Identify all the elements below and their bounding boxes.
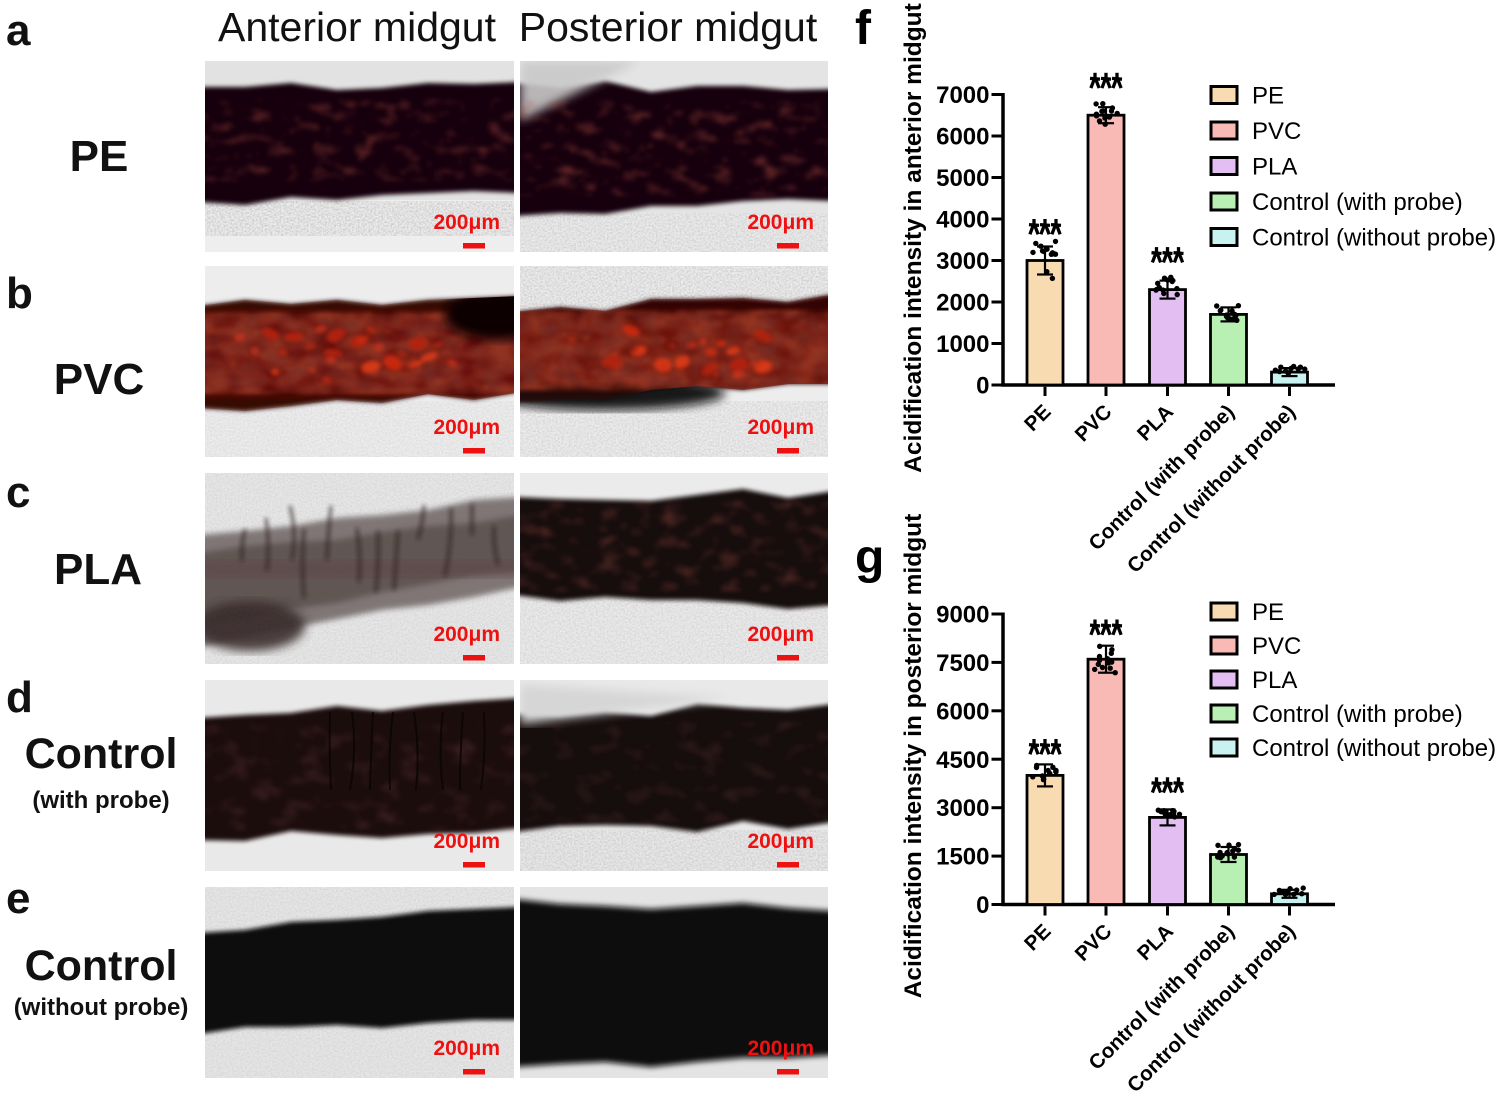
svg-text:3000: 3000 (936, 248, 989, 275)
svg-text:d: d (6, 673, 33, 722)
svg-text:1000: 1000 (936, 331, 989, 358)
svg-text:PVC: PVC (1252, 118, 1301, 145)
svg-text:Acidification intensity in pos: Acidification intensity in posterior mid… (900, 514, 927, 999)
svg-text:PLA: PLA (1252, 667, 1297, 694)
svg-text:c: c (6, 468, 30, 517)
svg-text:Control (without probe): Control (without probe) (1252, 225, 1496, 252)
svg-text:g: g (855, 531, 884, 584)
svg-text:6000: 6000 (936, 698, 989, 725)
svg-text:200μm: 200μm (433, 211, 500, 234)
svg-text:PE: PE (1252, 83, 1284, 110)
svg-text:(without probe): (without probe) (14, 994, 189, 1021)
svg-text:200μm: 200μm (747, 416, 814, 439)
svg-text:PE: PE (70, 132, 129, 181)
svg-text:Control: Control (25, 730, 178, 778)
svg-text:Control (with probe): Control (with probe) (1252, 701, 1463, 728)
svg-text:Posterior midgut: Posterior midgut (519, 4, 818, 50)
svg-text:a: a (6, 6, 31, 55)
svg-text:1500: 1500 (936, 844, 989, 871)
svg-text:7500: 7500 (936, 650, 989, 677)
svg-text:PE: PE (1252, 599, 1284, 626)
svg-text:PVC: PVC (1252, 633, 1301, 660)
svg-text:200μm: 200μm (747, 623, 814, 646)
svg-text:4500: 4500 (936, 747, 989, 774)
svg-text:200μm: 200μm (433, 830, 500, 853)
svg-text:200μm: 200μm (433, 1037, 500, 1060)
svg-text:b: b (6, 269, 33, 318)
svg-text:Control: Control (25, 942, 178, 990)
svg-text:2000: 2000 (936, 290, 989, 317)
svg-text:200μm: 200μm (433, 416, 500, 439)
svg-text:200μm: 200μm (747, 211, 814, 234)
svg-text:Control (without probe): Control (without probe) (1252, 735, 1496, 762)
svg-text:Acidification intensity in ant: Acidification intensity in anterior midg… (900, 3, 927, 473)
svg-text:e: e (6, 874, 30, 923)
svg-text:200μm: 200μm (747, 1037, 814, 1060)
svg-text:Anterior midgut: Anterior midgut (218, 4, 497, 50)
svg-text:9000: 9000 (936, 602, 989, 629)
svg-text:f: f (855, 2, 872, 55)
svg-text:6000: 6000 (936, 124, 989, 151)
svg-text:PLA: PLA (54, 545, 142, 594)
svg-text:(with probe): (with probe) (32, 787, 169, 814)
svg-text:5000: 5000 (936, 165, 989, 192)
svg-text:3000: 3000 (936, 795, 989, 822)
svg-text:7000: 7000 (936, 82, 989, 109)
svg-text:PLA: PLA (1252, 154, 1297, 181)
svg-text:Control (with probe): Control (with probe) (1252, 189, 1463, 216)
svg-text:200μm: 200μm (747, 830, 814, 853)
svg-text:0: 0 (976, 892, 989, 919)
svg-text:PVC: PVC (54, 355, 144, 404)
svg-text:4000: 4000 (936, 207, 989, 234)
svg-text:0: 0 (976, 373, 989, 400)
svg-text:200μm: 200μm (433, 623, 500, 646)
